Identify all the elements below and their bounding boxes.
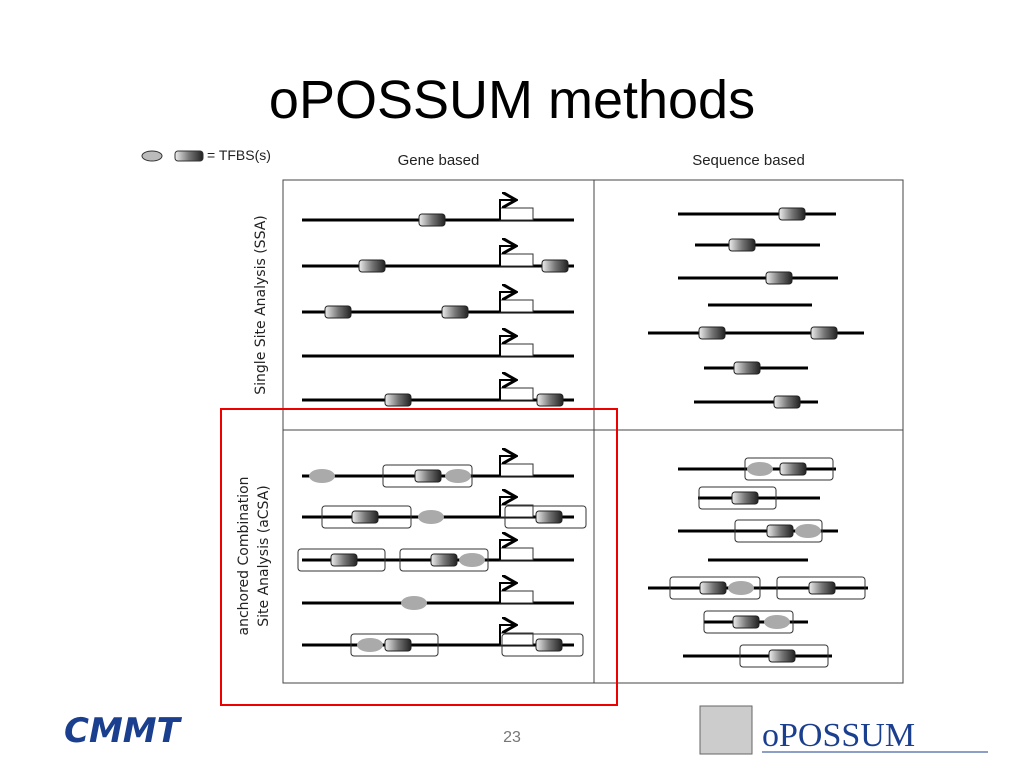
promoter-box [499, 253, 534, 267]
row-header: Single Site Analysis (SSA) [253, 215, 269, 394]
promoter-arrow [499, 200, 514, 220]
column-header: Gene based [397, 152, 480, 169]
slide-title: oPOSSUM methods [268, 70, 756, 130]
page-number: 23 [503, 729, 521, 746]
tfbs [808, 581, 836, 595]
tfbs [731, 491, 759, 505]
tfbs [810, 326, 838, 340]
combination-box [703, 610, 794, 634]
combination-box [321, 505, 412, 529]
tfbs [330, 553, 358, 567]
combination-box [382, 464, 473, 488]
tfbs [384, 638, 412, 652]
tfbs [324, 305, 352, 319]
legend-text: = TFBS(s) [207, 147, 271, 163]
tfbs [430, 553, 458, 567]
tfbs [768, 649, 796, 663]
tfbs-ellipse [795, 524, 821, 538]
promoter-arrow [499, 246, 514, 266]
tfbs [351, 510, 379, 524]
promoter-box [499, 590, 534, 604]
tfbs [778, 207, 806, 221]
tfbs [536, 393, 564, 407]
promoter-box [499, 504, 534, 518]
legend-box [174, 150, 204, 162]
combination-box [350, 633, 439, 657]
tfbs [414, 469, 442, 483]
highlight-box [220, 408, 618, 706]
column-header: Sequence based [692, 152, 805, 169]
combination-box [297, 548, 386, 572]
combination-box [734, 519, 823, 543]
promoter-arrow [499, 456, 514, 476]
combination-box [776, 576, 866, 600]
tfbs-ellipse [764, 615, 790, 629]
tfbs [733, 361, 761, 375]
combination-box [501, 633, 584, 657]
tfbs [766, 524, 794, 538]
promoter-arrow [499, 497, 514, 517]
tfbs [418, 213, 446, 227]
promoter-box [499, 343, 534, 357]
tfbs [535, 510, 563, 524]
tfbs [441, 305, 469, 319]
tfbs [732, 615, 760, 629]
promoter-box [499, 299, 534, 313]
tfbs [535, 638, 563, 652]
tfbs [779, 462, 807, 476]
promoter-arrow [499, 336, 514, 356]
tfbs [698, 326, 726, 340]
tfbs-ellipse [459, 553, 485, 567]
tfbs [541, 259, 569, 273]
tfbs-ellipse [445, 469, 471, 483]
logo-image [699, 705, 753, 755]
promoter-box [499, 463, 534, 477]
tfbs [765, 271, 793, 285]
tfbs-ellipse [357, 638, 383, 652]
combination-box [739, 644, 829, 668]
tfbs [728, 238, 756, 252]
promoter-box [499, 547, 534, 561]
tfbs [358, 259, 386, 273]
promoter-box [499, 207, 534, 221]
tfbs [773, 395, 801, 409]
tfbs [384, 393, 412, 407]
promoter-arrow [499, 625, 514, 645]
row-header: Site Analysis (aCSA) [256, 485, 272, 626]
tfbs-ellipse [747, 462, 773, 476]
combination-box [399, 548, 489, 572]
tfbs-ellipse [728, 581, 754, 595]
promoter-box [499, 387, 534, 401]
promoter-arrow [499, 540, 514, 560]
combination-box [504, 505, 587, 529]
combination-box [669, 576, 761, 600]
promoter-arrow [499, 583, 514, 603]
logo: CMMT [64, 711, 183, 751]
tfbs [699, 581, 727, 595]
logo: oPOSSUM [762, 717, 915, 754]
tfbs-ellipse [309, 469, 335, 483]
tfbs-ellipse [401, 596, 427, 610]
row-header: anchored Combination [236, 476, 252, 635]
grid-box [282, 179, 904, 684]
promoter-box [499, 632, 534, 646]
promoter-arrow [499, 380, 514, 400]
combination-box [744, 457, 834, 481]
promoter-arrow [499, 292, 514, 312]
legend-ellipse [141, 150, 163, 162]
tfbs-ellipse [418, 510, 444, 524]
combination-box [698, 486, 777, 510]
